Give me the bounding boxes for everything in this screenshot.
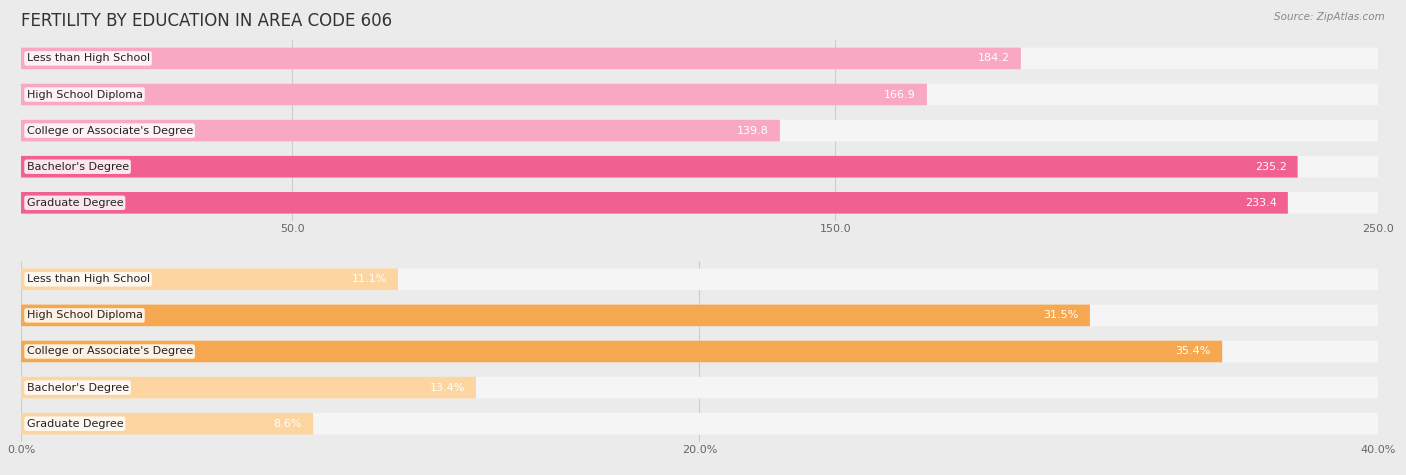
Text: 233.4: 233.4 <box>1246 198 1277 208</box>
FancyBboxPatch shape <box>21 377 1378 399</box>
FancyBboxPatch shape <box>21 304 1090 326</box>
FancyBboxPatch shape <box>21 341 1222 362</box>
FancyBboxPatch shape <box>21 268 398 290</box>
Text: Less than High School: Less than High School <box>27 53 149 64</box>
FancyBboxPatch shape <box>21 84 927 105</box>
Text: 139.8: 139.8 <box>737 125 769 136</box>
FancyBboxPatch shape <box>21 341 1378 362</box>
Text: Bachelor's Degree: Bachelor's Degree <box>27 162 128 172</box>
Text: College or Associate's Degree: College or Associate's Degree <box>27 125 193 136</box>
Text: 166.9: 166.9 <box>884 89 917 100</box>
Text: High School Diploma: High School Diploma <box>27 89 142 100</box>
FancyBboxPatch shape <box>21 192 1288 214</box>
FancyBboxPatch shape <box>21 268 1378 290</box>
FancyBboxPatch shape <box>21 84 1378 105</box>
FancyBboxPatch shape <box>21 304 1378 326</box>
Text: College or Associate's Degree: College or Associate's Degree <box>27 346 193 357</box>
Text: Graduate Degree: Graduate Degree <box>27 198 124 208</box>
FancyBboxPatch shape <box>21 413 1378 435</box>
FancyBboxPatch shape <box>21 120 1378 142</box>
Text: High School Diploma: High School Diploma <box>27 310 142 321</box>
FancyBboxPatch shape <box>21 120 780 142</box>
FancyBboxPatch shape <box>21 192 1378 214</box>
Text: 13.4%: 13.4% <box>429 382 465 393</box>
FancyBboxPatch shape <box>21 156 1298 178</box>
FancyBboxPatch shape <box>21 377 477 399</box>
Text: FERTILITY BY EDUCATION IN AREA CODE 606: FERTILITY BY EDUCATION IN AREA CODE 606 <box>21 12 392 30</box>
Text: 8.6%: 8.6% <box>274 418 302 429</box>
Text: Graduate Degree: Graduate Degree <box>27 418 124 429</box>
FancyBboxPatch shape <box>21 48 1378 69</box>
Text: Less than High School: Less than High School <box>27 274 149 285</box>
Text: 11.1%: 11.1% <box>352 274 387 285</box>
Text: 235.2: 235.2 <box>1254 162 1286 172</box>
FancyBboxPatch shape <box>21 413 314 435</box>
Text: 184.2: 184.2 <box>979 53 1010 64</box>
Text: 31.5%: 31.5% <box>1043 310 1078 321</box>
Text: Bachelor's Degree: Bachelor's Degree <box>27 382 128 393</box>
FancyBboxPatch shape <box>21 156 1378 178</box>
Text: 35.4%: 35.4% <box>1175 346 1211 357</box>
FancyBboxPatch shape <box>21 48 1021 69</box>
Text: Source: ZipAtlas.com: Source: ZipAtlas.com <box>1274 12 1385 22</box>
